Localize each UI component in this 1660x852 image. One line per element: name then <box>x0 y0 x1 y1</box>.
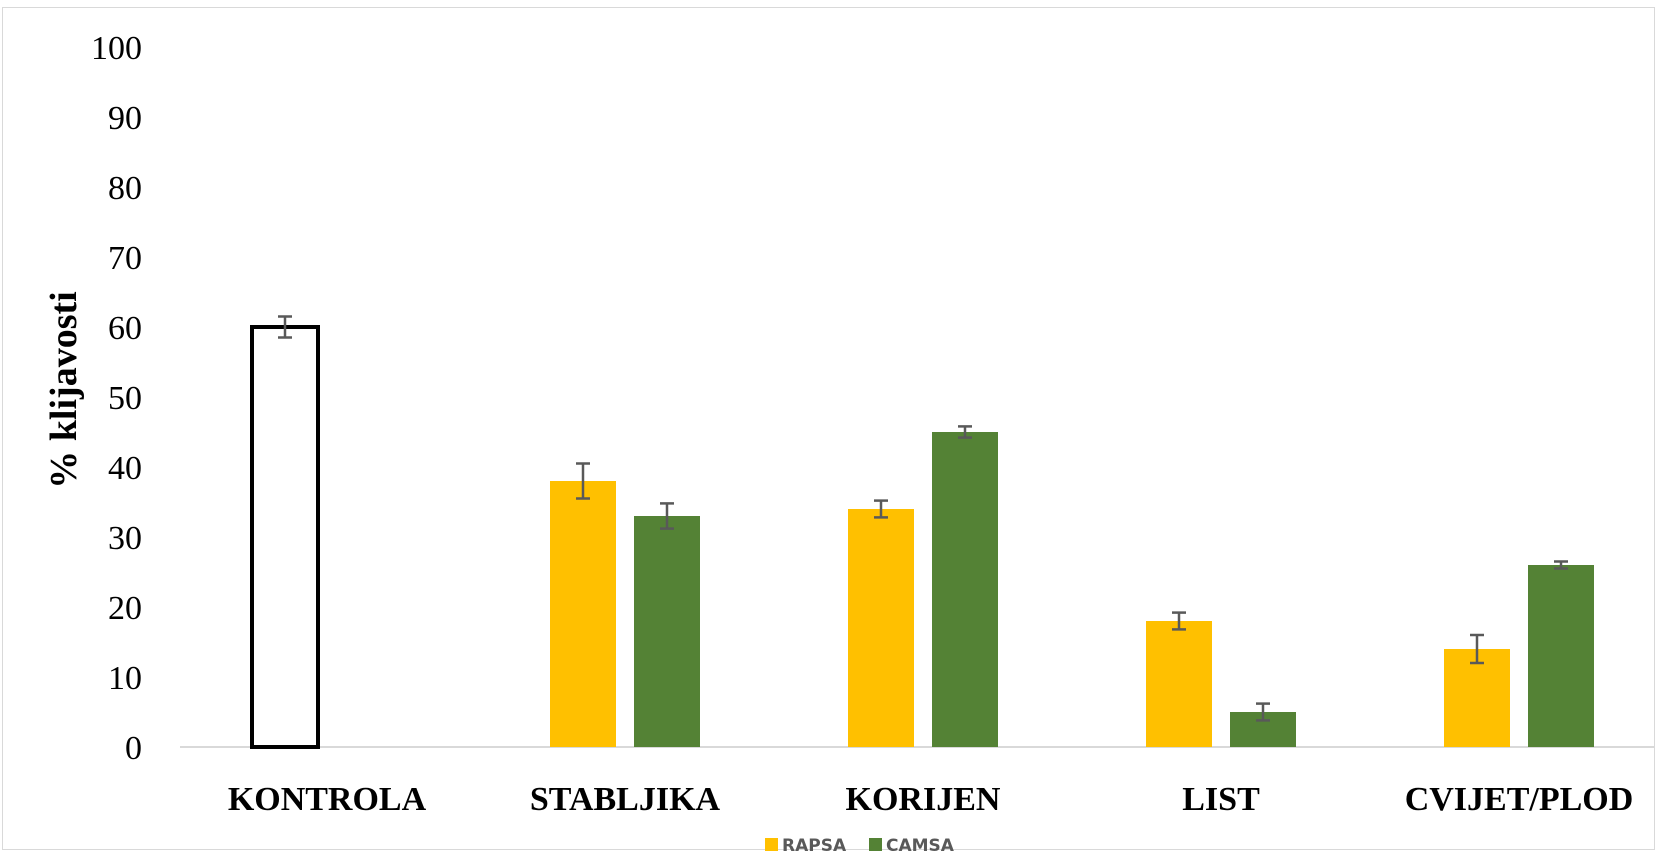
legend-item: RAPSA <box>765 836 847 852</box>
error-bar <box>874 499 888 519</box>
error-bar <box>576 462 590 500</box>
y-tick-label: 100 <box>91 30 142 67</box>
error-bar <box>660 502 674 530</box>
legend-label: CAMSA <box>886 836 955 852</box>
error-bar <box>958 425 972 439</box>
y-tick-label: 50 <box>108 380 142 417</box>
legend-label: RAPSA <box>782 836 847 852</box>
x-category-label: KORIJEN <box>846 781 1001 818</box>
x-category-label: CVIJET/PLOD <box>1405 781 1634 818</box>
y-tick-label: 30 <box>108 520 142 557</box>
error-bars <box>278 315 1568 722</box>
x-category-label: STABLJIKA <box>530 781 721 818</box>
y-tick-label: 80 <box>108 170 142 207</box>
y-tick-label: 60 <box>108 310 142 347</box>
legend-swatch <box>765 838 778 851</box>
x-axis-categories: KONTROLA STABLJIKA KORIJEN LIST CVIJET/PLOD <box>228 781 1633 818</box>
y-tick-label: 70 <box>108 240 142 277</box>
error-bar <box>1256 702 1270 722</box>
bar-rapsa <box>550 481 616 747</box>
legend: RAPSA CAMSA <box>765 836 955 852</box>
bar-camsa <box>634 516 700 747</box>
legend-item: CAMSA <box>869 836 955 852</box>
x-category-label: LIST <box>1182 781 1260 818</box>
y-tick-label: 20 <box>108 590 142 627</box>
y-axis-label: % klijavosti <box>43 291 85 488</box>
bar-camsa <box>1528 565 1594 747</box>
y-axis-ticks: 0 10 20 30 40 50 60 70 80 90 100 <box>91 30 142 767</box>
bar-rapsa <box>848 509 914 747</box>
y-tick-label: 10 <box>108 660 142 697</box>
error-bar <box>1470 633 1484 665</box>
y-tick-label: 40 <box>108 450 142 487</box>
x-category-label: KONTROLA <box>228 781 427 818</box>
error-bar <box>1172 611 1186 631</box>
bar-rapsa <box>1146 621 1212 747</box>
y-tick-label: 0 <box>125 730 142 767</box>
legend-swatch <box>869 838 882 851</box>
error-bar <box>1554 560 1568 570</box>
bar-rapsa <box>1444 649 1510 747</box>
bar-camsa <box>932 432 998 747</box>
bar-kontrola <box>250 325 320 749</box>
y-tick-label: 90 <box>108 100 142 137</box>
error-bar <box>278 315 292 339</box>
bars <box>250 325 1594 749</box>
